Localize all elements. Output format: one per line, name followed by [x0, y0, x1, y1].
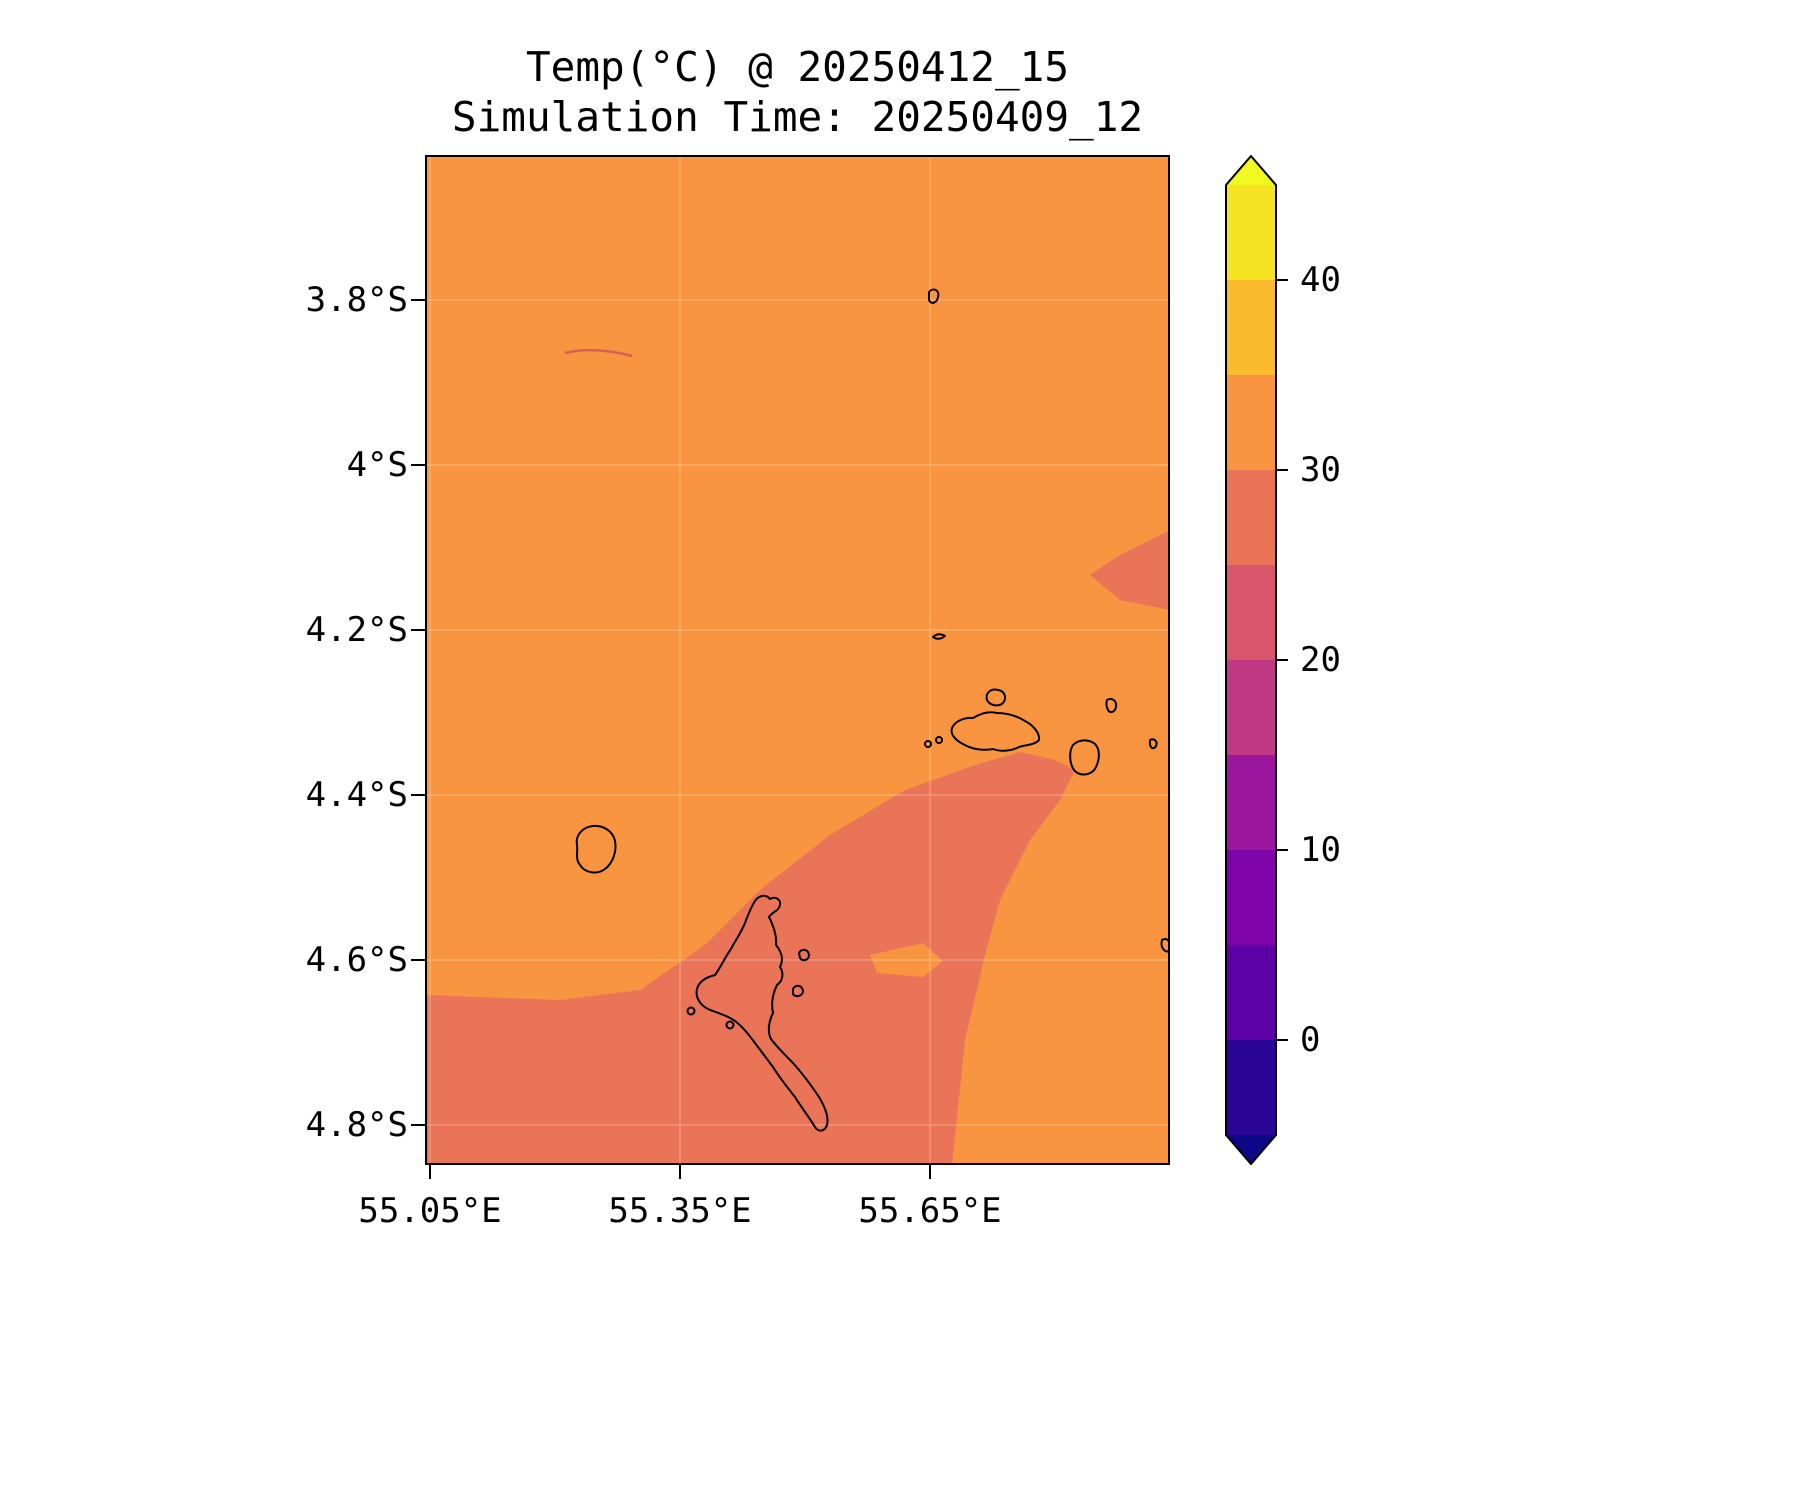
colorbar-outline: [1225, 154, 1277, 1166]
coastline-islet-mahe-2: [792, 984, 804, 998]
colorbar-segment: [1225, 660, 1277, 755]
map-canvas: [425, 155, 1171, 1165]
coastline-islet-northeast: [1105, 697, 1118, 714]
y-tick-mark: [411, 464, 425, 466]
colorbar-segment: [1225, 375, 1277, 470]
y-tick-mark: [411, 629, 425, 631]
x-tick-mark: [429, 1165, 431, 1179]
y-tick-label: 4.4°S: [305, 775, 408, 815]
chart-title: Temp(°C) @ 20250412_15: [525, 43, 1070, 91]
y-tick-mark: [411, 959, 425, 961]
gridlines: [425, 155, 1170, 1165]
chart-subtitle: Simulation Time: 20250409_12: [451, 93, 1144, 141]
y-tick-label: 4.2°S: [305, 610, 408, 650]
coastline-islet-mahe-4: [725, 1020, 735, 1030]
coastline-la-digue: [1069, 739, 1100, 776]
y-tick-mark: [411, 794, 425, 796]
coastline-praslin: [950, 711, 1041, 752]
coastline-sliver-islet: [932, 633, 946, 640]
colorbar-canvas: [1225, 154, 1288, 1166]
coastline-silhouette: [575, 824, 617, 874]
x-tick-label: 55.65°E: [858, 1191, 1002, 1231]
colorbar: [1225, 154, 1295, 1166]
colorbar-tick-label: 20: [1300, 640, 1341, 680]
plot-border: [425, 155, 1170, 1165]
x-tick-mark: [679, 1165, 681, 1179]
y-tick-label: 4°S: [346, 445, 408, 485]
coastline-praslin-north: [985, 688, 1007, 707]
y-tick-label: 4.6°S: [305, 940, 408, 980]
coastline-islet-mahe-1: [798, 948, 810, 962]
cool-band-region-southwest: [425, 752, 1075, 1165]
colorbar-tick-label: 30: [1300, 450, 1341, 490]
colorbar-tick-label: 10: [1300, 830, 1341, 870]
coastline-islet-dot-2: [935, 736, 943, 744]
colorbar-tick-label: 40: [1300, 260, 1341, 300]
coastlines: [575, 288, 1171, 1132]
colorbar-over-arrow: [1225, 155, 1277, 185]
y-tick-label: 3.8°S: [305, 280, 408, 320]
x-tick-label: 55.05°E: [358, 1191, 502, 1231]
colorbar-segment: [1225, 185, 1277, 280]
colorbar-segment: [1225, 1040, 1277, 1135]
x-tick-label: 55.35°E: [608, 1191, 752, 1231]
y-tick-label: 4.8°S: [305, 1105, 408, 1145]
coastline-islet-dot-1: [924, 740, 932, 748]
colorbar-segment: [1225, 565, 1277, 660]
coastline-islet-mahe-3: [686, 1006, 696, 1016]
y-tick-mark: [411, 1124, 425, 1126]
colorbar-segment: [1225, 755, 1277, 850]
coastline-north-islet: [928, 288, 940, 304]
coastline-islet-east: [1148, 738, 1158, 750]
warm-notch-region: [870, 943, 943, 977]
contour-line-30c: [564, 348, 633, 358]
colorbar-under-arrow: [1225, 1135, 1277, 1165]
map-plot: [425, 155, 1171, 1165]
coastline-mahe: [695, 894, 829, 1132]
colorbar-segment: [1225, 280, 1277, 375]
cool-band-region-east: [1090, 530, 1170, 610]
colorbar-tick-label: 0: [1300, 1020, 1321, 1060]
colorbar-tick-marks: [1277, 279, 1288, 1041]
colorbar-segment: [1225, 850, 1277, 945]
colorbar-segment: [1225, 470, 1277, 565]
x-tick-mark: [929, 1165, 931, 1179]
colorbar-segment: [1225, 945, 1277, 1040]
y-tick-mark: [411, 299, 425, 301]
